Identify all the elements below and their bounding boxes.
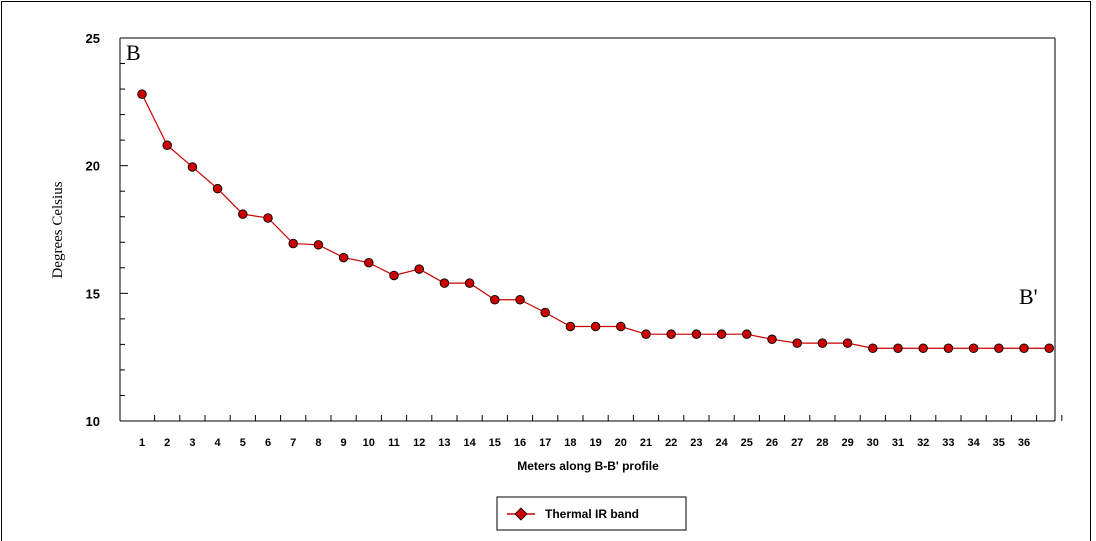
x-tick-label: 34 (967, 437, 980, 449)
data-point (918, 343, 928, 353)
chart-axes (119, 37, 1056, 422)
data-point (565, 321, 576, 332)
x-tick-label: 5 (240, 437, 246, 449)
data-point (792, 338, 802, 348)
data-point (842, 338, 853, 348)
x-tick-label: 1 (139, 437, 145, 449)
x-tick-label: 20 (615, 437, 627, 449)
y-tick-label: 15 (86, 286, 100, 301)
data-point (817, 338, 828, 348)
x-tick-label: 28 (816, 437, 828, 449)
y-tick-label: 20 (86, 159, 100, 174)
data-point (1019, 343, 1029, 353)
legend: Thermal IR band (496, 496, 687, 531)
data-point (1044, 343, 1054, 353)
x-tick-label: 24 (715, 437, 728, 449)
x-tick-label: 18 (564, 437, 576, 449)
series-line (141, 93, 1050, 349)
data-point (338, 252, 349, 263)
data-point (968, 343, 979, 353)
data-point (616, 321, 626, 332)
legend-marker-icon (514, 507, 528, 521)
x-tick-label: 15 (489, 437, 501, 449)
legend-label: Thermal IR band (545, 507, 639, 521)
data-point (691, 329, 702, 339)
data-point (414, 264, 424, 274)
data-point (137, 89, 147, 99)
x-tick-label: 35 (993, 437, 1005, 449)
y-tick-label: 10 (86, 414, 100, 429)
data-point (263, 213, 273, 223)
x-tick-label: 29 (841, 437, 853, 449)
data-point (162, 140, 172, 150)
x-tick-label: 26 (766, 437, 778, 449)
x-tick-label: 22 (665, 437, 677, 449)
data-point (490, 294, 500, 305)
data-point (212, 183, 223, 194)
y-axis-title: Degrees Celsius (50, 181, 66, 278)
data-point (439, 278, 450, 288)
x-tick-label: 33 (942, 437, 954, 449)
x-tick-label: 36 (1018, 437, 1030, 449)
data-point (288, 238, 298, 249)
x-axis-title: Meters along B-B' profile (517, 459, 659, 473)
x-tick-label: 27 (791, 437, 803, 449)
data-point (364, 257, 374, 268)
data-point (389, 270, 399, 281)
x-tick-label: 13 (438, 437, 450, 449)
data-point (187, 162, 198, 172)
data-point (313, 240, 324, 250)
data-point (540, 307, 550, 318)
data-point (666, 329, 676, 339)
data-point (238, 209, 248, 219)
x-tick-label: 2 (164, 437, 170, 449)
data-point (515, 294, 525, 305)
x-tick-label: 16 (514, 437, 526, 449)
x-tick-label: 4 (215, 437, 222, 449)
data-point (994, 343, 1004, 353)
x-tick-label: 8 (315, 437, 321, 449)
end-label: B' (1019, 284, 1038, 309)
start-label: B (126, 40, 141, 65)
x-tick-label: 11 (388, 437, 400, 449)
x-tick-label: 19 (589, 437, 601, 449)
x-tick-label: 7 (290, 437, 296, 449)
x-tick-label: 30 (867, 437, 879, 449)
x-tick-label: 10 (363, 437, 375, 449)
data-point (943, 343, 954, 353)
data-point (464, 278, 475, 288)
x-tick-label: 6 (265, 437, 271, 449)
x-tick-label: 9 (341, 437, 347, 449)
data-point (590, 321, 601, 332)
data-series (137, 89, 1054, 353)
y-tick-label: 25 (86, 31, 100, 46)
x-tick-label: 3 (189, 437, 195, 449)
x-tick-label: 25 (741, 437, 753, 449)
data-point (893, 343, 903, 353)
data-point (767, 334, 777, 345)
x-tick-label: 12 (413, 437, 425, 449)
x-tick-label: 14 (463, 437, 476, 449)
y-axis-ticks: 10 15 20 25 (86, 31, 128, 429)
x-tick-label: 21 (640, 437, 652, 449)
data-point (742, 329, 752, 339)
data-point (716, 329, 727, 339)
x-tick-label: 32 (917, 437, 929, 449)
x-tick-label: 23 (690, 437, 702, 449)
data-point (868, 343, 878, 353)
x-tick-label: 17 (539, 437, 551, 449)
x-tick-label: 31 (892, 437, 904, 449)
x-axis-ticks: 1 2 3 4 5 6 7 8 9 10 11 12 13 14 15 16 17 18 19 20 21 22 23 24 2… (139, 415, 1063, 449)
data-point (641, 329, 651, 339)
